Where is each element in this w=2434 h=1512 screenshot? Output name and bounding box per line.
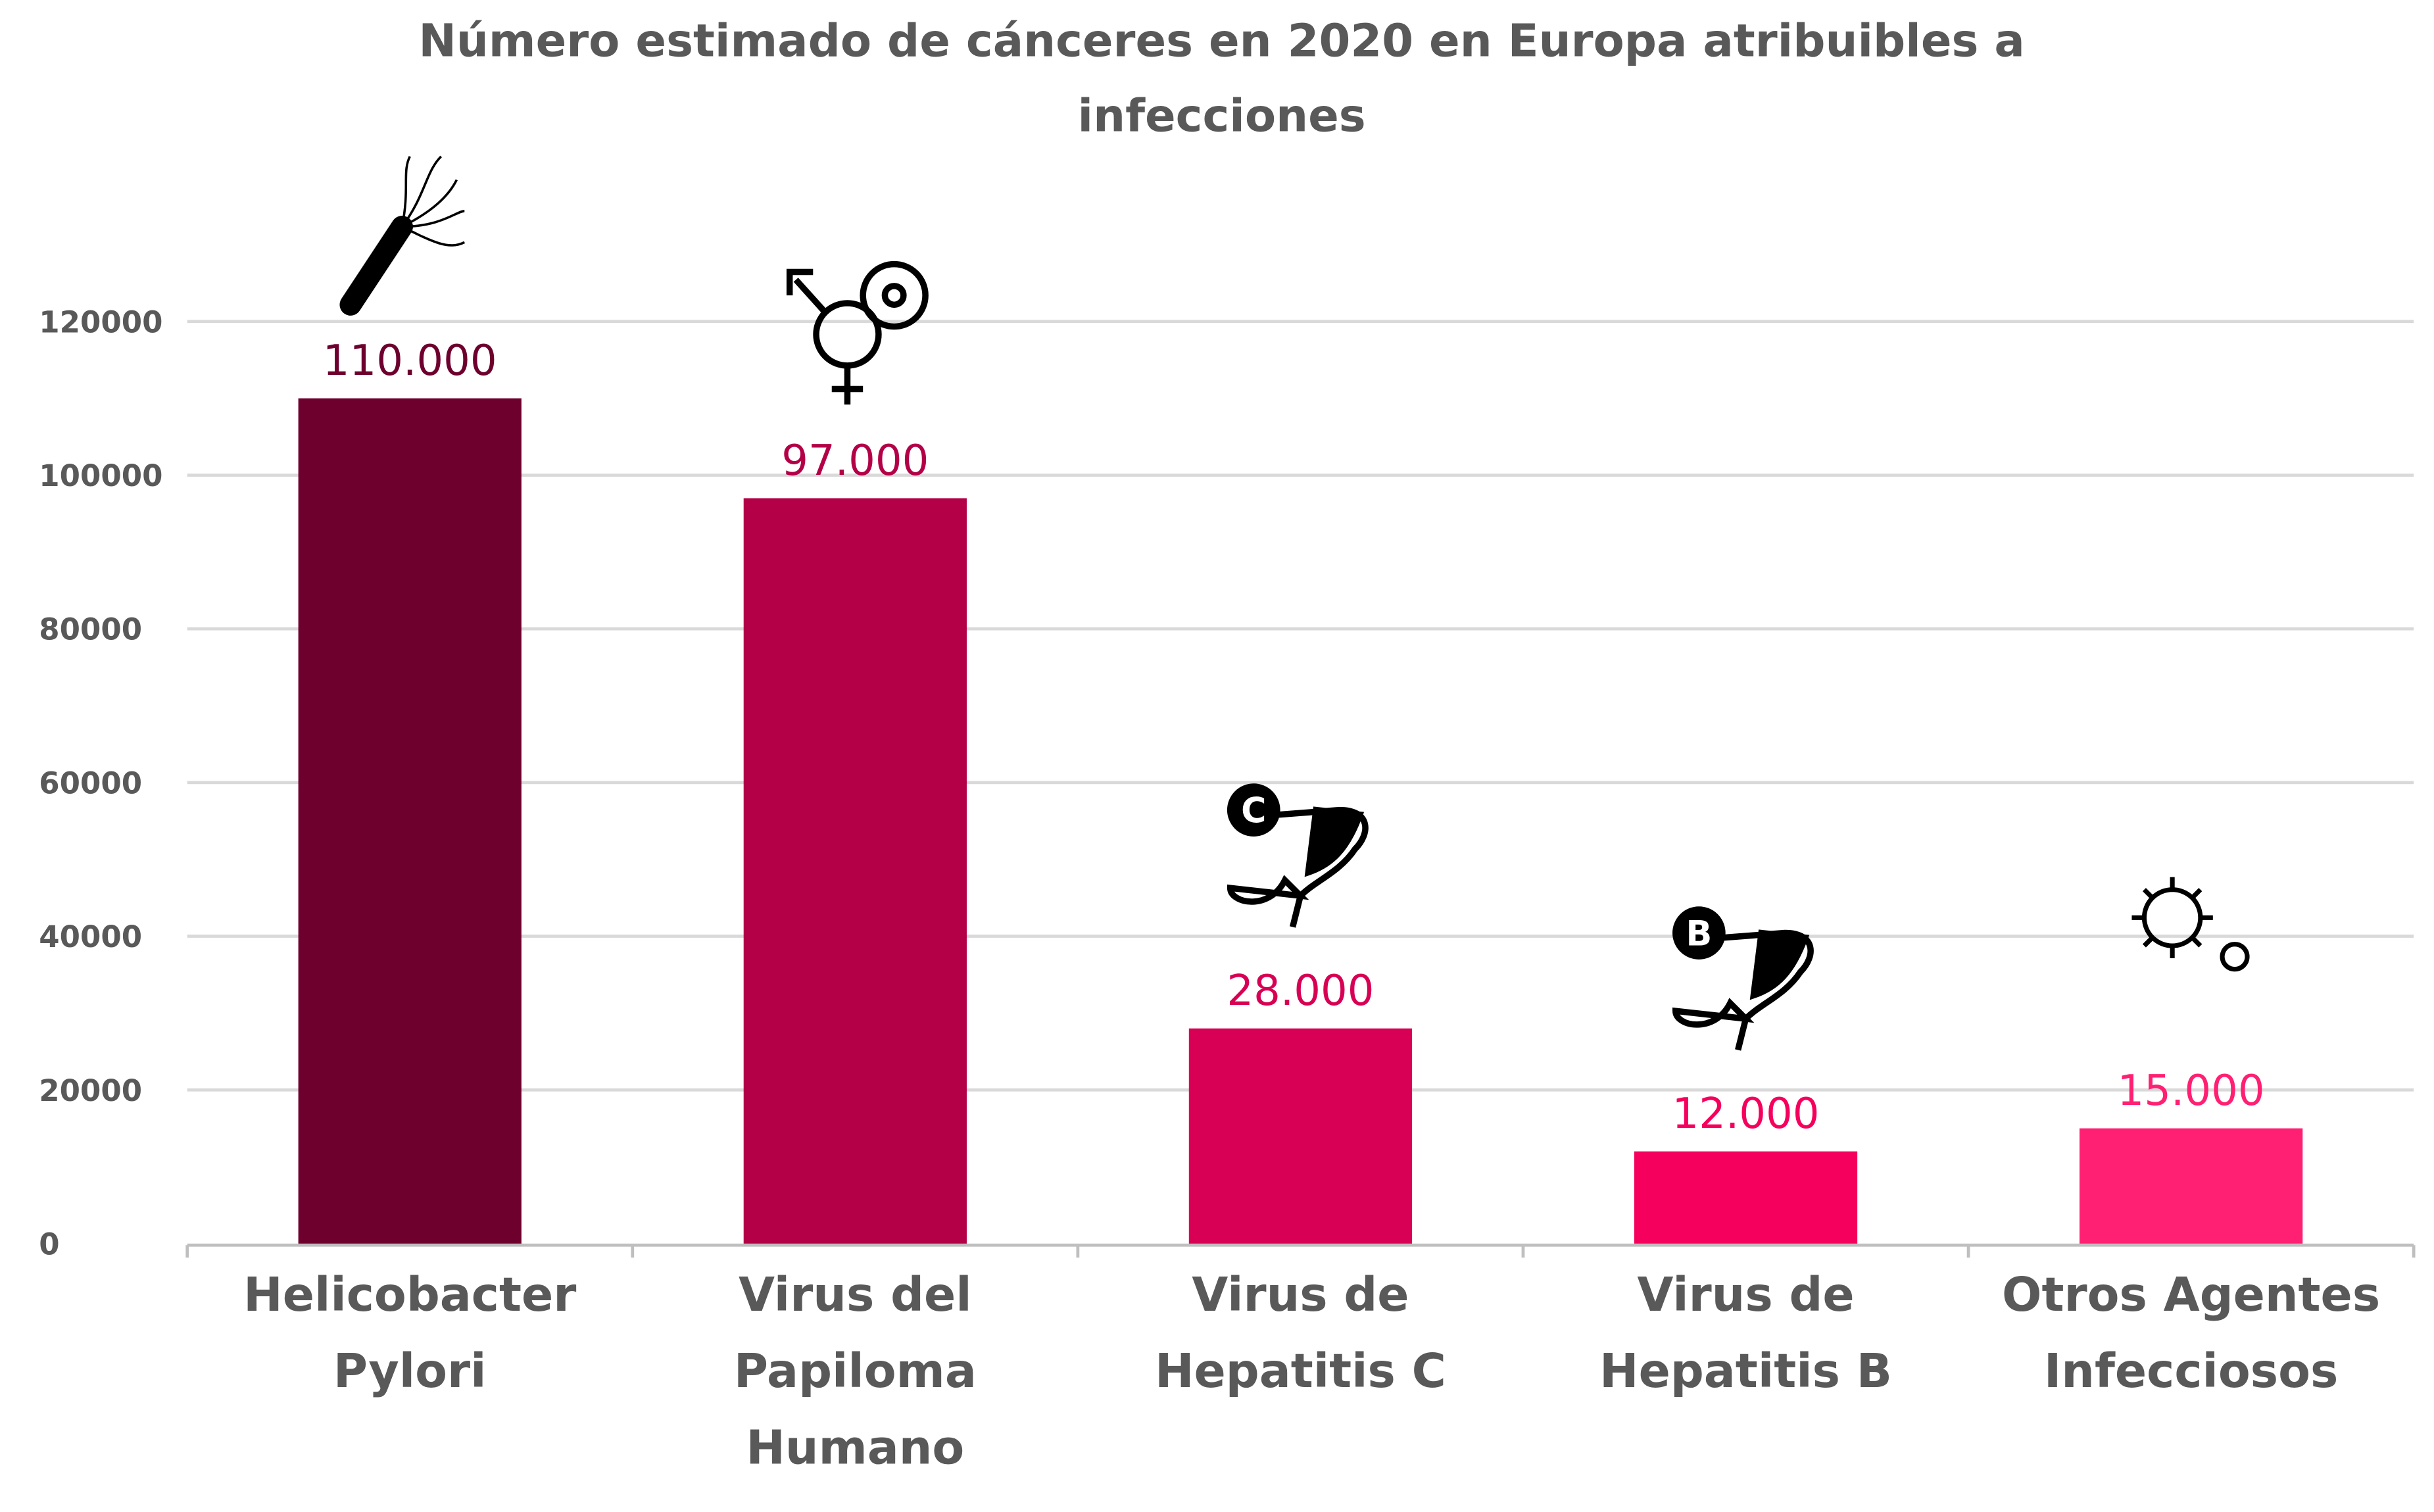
x-tick-label: Hepatitis C [1155, 1344, 1446, 1398]
y-tick-label: 20000 [39, 1073, 142, 1108]
data-label: 15.000 [2118, 1067, 2265, 1115]
y-tick-label: 0 [39, 1227, 59, 1261]
x-tick-label: Otros Agentes [2002, 1267, 2380, 1322]
bacteria-icon [339, 155, 466, 316]
icons: CB [339, 155, 2250, 1051]
gender-symbols-icon [786, 260, 929, 405]
y-axis-ticks: 0 20000 40000 60000 80000 100000 120000 [39, 305, 162, 1261]
x-tick-label: Virus de [1637, 1267, 1854, 1322]
x-tick-label: Infecciosos [2044, 1344, 2339, 1398]
bar [2079, 1128, 2303, 1244]
x-tick-label: Papiloma [734, 1344, 977, 1398]
data-label: 110.000 [323, 337, 497, 385]
chart-title-line-2: infecciones [1078, 89, 1366, 142]
bar [743, 498, 967, 1244]
x-tick-label: Virus del [739, 1267, 972, 1322]
svg-text:B: B [1686, 915, 1712, 954]
gridlines [187, 320, 2414, 1092]
liver-c-icon: C [1227, 783, 1369, 928]
y-tick-label: 100000 [39, 458, 162, 493]
x-tick-label: Pylori [333, 1344, 487, 1398]
y-tick-label: 40000 [39, 919, 142, 954]
svg-text:C: C [1241, 792, 1266, 831]
bar [1188, 1028, 1413, 1244]
bars: 110.000 Helicobacter Pylori 97.000 Virus del… [185, 337, 2416, 1475]
liver-b-icon: B [1672, 906, 1814, 1051]
bar [1634, 1151, 1858, 1244]
x-tick-label: Virus de [1192, 1267, 1409, 1322]
data-label: 97.000 [781, 437, 929, 485]
y-tick-label: 120000 [39, 305, 162, 339]
y-tick-label: 80000 [39, 612, 142, 647]
y-tick-label: 60000 [39, 766, 142, 800]
data-label: 12.000 [1672, 1090, 1819, 1138]
virus-icon [2131, 877, 2250, 972]
bar [298, 398, 522, 1244]
data-label: 28.000 [1227, 967, 1374, 1015]
x-tick-label: Helicobacter [243, 1267, 576, 1322]
chart-title-line-1: Número estimado de cánceres en 2020 en E… [418, 14, 2025, 67]
x-tick-label: Humano [746, 1420, 964, 1475]
x-tick-label: Hepatitis B [1599, 1344, 1892, 1398]
